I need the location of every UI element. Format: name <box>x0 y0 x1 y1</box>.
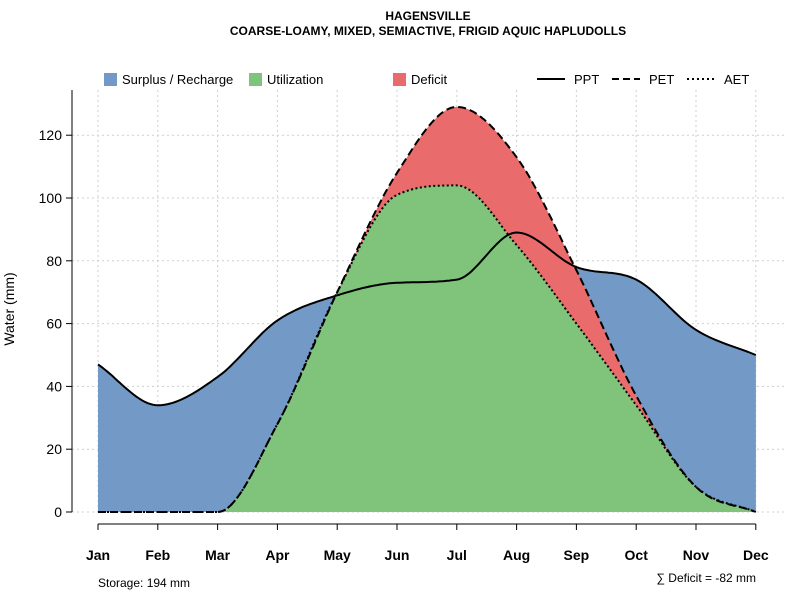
chart-subtitle: COARSE-LOAMY, MIXED, SEMIACTIVE, FRIGID … <box>230 24 626 38</box>
y-tick-label-2: 40 <box>46 378 62 394</box>
legend-swatch-deficit <box>393 73 406 86</box>
legend: Surplus / Recharge Utilization Deficit P… <box>104 72 749 87</box>
x-tick-label-may: May <box>324 547 351 563</box>
x-tick-label-apr: Apr <box>265 547 290 563</box>
area-layer <box>98 106 756 513</box>
x-tick-label-jul: Jul <box>447 547 467 563</box>
legend-swatch-utilization <box>249 73 262 86</box>
y-tick-label-3: 60 <box>46 316 62 332</box>
x-tick-label-dec: Dec <box>743 547 769 563</box>
x-tick-label-aug: Aug <box>503 547 530 563</box>
area-utilization <box>98 185 756 512</box>
y-tick-label-4: 80 <box>46 253 62 269</box>
x-tick-label-sep: Sep <box>564 547 590 563</box>
chart-title: HAGENSVILLE <box>385 9 470 23</box>
axes: 0 20 40 60 80 100 120 Jan Feb Mar Apr May Jun Jul Aug S… <box>39 90 769 563</box>
storage-annotation: Storage: 194 mm <box>98 576 190 590</box>
legend-label-utilization: Utilization <box>267 72 323 87</box>
x-tick-label-nov: Nov <box>683 547 710 563</box>
x-tick-label-mar: Mar <box>205 547 230 563</box>
y-tick-label-5: 100 <box>39 190 63 206</box>
deficit-annotation: ∑ Deficit = -82 mm <box>656 571 756 585</box>
series-line-ppt <box>97 231 757 407</box>
series-line-pet <box>98 105 757 513</box>
x-tick-label-jun: Jun <box>385 547 410 563</box>
x-tick-label-oct: Oct <box>625 547 649 563</box>
y-tick-label-6: 120 <box>39 127 63 143</box>
x-tick-label-jan: Jan <box>86 547 110 563</box>
y-tick-label-0: 0 <box>54 504 62 520</box>
y-axis-label: Water (mm) <box>1 272 17 345</box>
legend-label-surplus: Surplus / Recharge <box>122 72 233 87</box>
legend-label-pet: PET <box>649 72 674 87</box>
legend-label-deficit: Deficit <box>411 72 448 87</box>
legend-label-ppt: PPT <box>574 72 599 87</box>
legend-label-aet: AET <box>724 72 749 87</box>
legend-swatch-surplus <box>104 73 117 86</box>
area-surplus-excess <box>98 106 756 513</box>
line-layer <box>97 105 757 513</box>
y-tick-label-1: 20 <box>46 441 62 457</box>
x-tick-label-feb: Feb <box>145 547 170 563</box>
